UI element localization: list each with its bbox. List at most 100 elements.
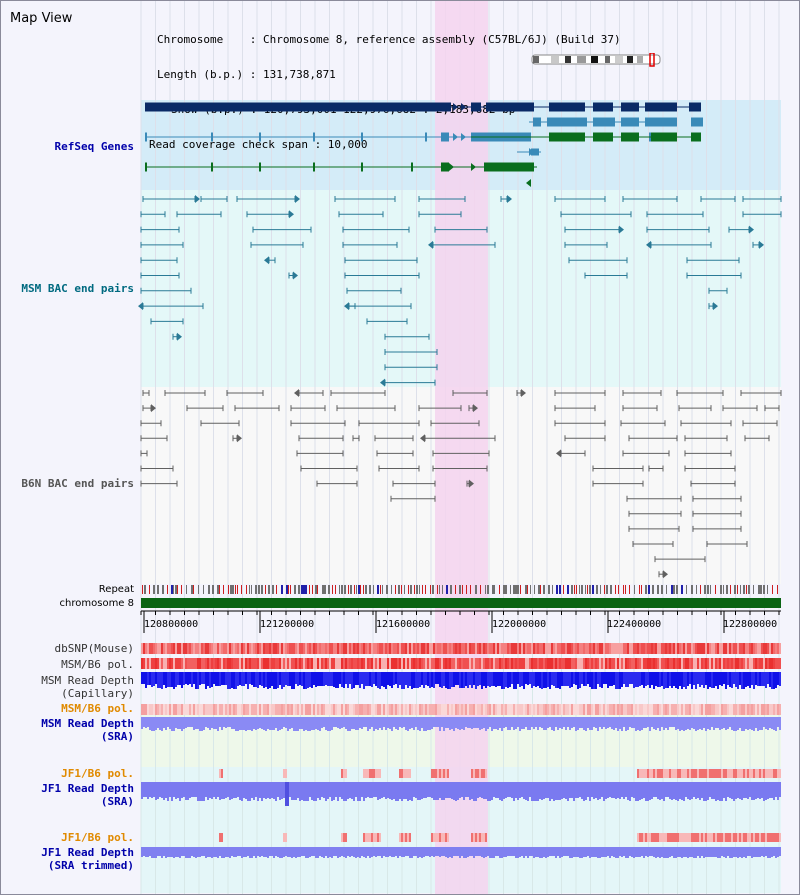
depth-bar bbox=[233, 672, 235, 689]
depth-bar bbox=[181, 847, 183, 856]
heat-cell bbox=[221, 643, 223, 654]
depth-bar bbox=[677, 672, 679, 689]
repeat-element bbox=[666, 585, 667, 594]
depth-bar bbox=[291, 847, 293, 858]
heat-cell bbox=[489, 658, 491, 669]
depth-bar bbox=[297, 672, 299, 686]
heat-cell bbox=[661, 643, 663, 654]
depth-bar bbox=[725, 782, 727, 801]
heat-cell bbox=[739, 658, 741, 669]
depth-bar bbox=[633, 717, 635, 728]
pol-cell bbox=[747, 833, 749, 842]
heat-cell bbox=[401, 658, 403, 669]
pol-cell bbox=[705, 769, 707, 778]
depth-bar bbox=[371, 782, 373, 798]
heat-cell bbox=[717, 658, 719, 669]
depth-bar bbox=[287, 847, 289, 857]
heat-cell bbox=[345, 704, 347, 715]
heat-cell bbox=[651, 643, 653, 654]
depth-bar bbox=[729, 717, 731, 727]
pol-cell bbox=[479, 769, 481, 778]
heat-cell bbox=[363, 658, 365, 669]
depth-bar bbox=[205, 782, 207, 797]
heat-cell bbox=[501, 704, 503, 715]
pol-cell bbox=[691, 769, 693, 778]
heat-cell bbox=[689, 704, 691, 715]
repeat-label: Repeat bbox=[98, 584, 134, 595]
depth-bar bbox=[721, 672, 723, 686]
depth-bar bbox=[699, 847, 701, 858]
heat-cell bbox=[645, 704, 647, 715]
depth-bar bbox=[561, 782, 563, 799]
depth-bar bbox=[307, 847, 309, 858]
depth-bar bbox=[471, 717, 473, 729]
depth-bar bbox=[379, 782, 381, 799]
repeat-element bbox=[645, 585, 647, 594]
depth-bar bbox=[753, 782, 755, 800]
depth-bar bbox=[647, 717, 649, 727]
heat-cell bbox=[465, 643, 467, 654]
depth-bar bbox=[725, 672, 727, 689]
repeat-element bbox=[715, 585, 716, 594]
heat-cell bbox=[215, 658, 217, 669]
depth-bar bbox=[223, 672, 225, 685]
depth-bar bbox=[189, 672, 191, 684]
heat-cell bbox=[377, 658, 379, 669]
repeat-element bbox=[430, 585, 431, 594]
depth-bar bbox=[621, 782, 623, 797]
pol-cell bbox=[699, 769, 701, 778]
depth-bar bbox=[431, 782, 433, 798]
depth-bar bbox=[625, 847, 627, 858]
depth-bar bbox=[279, 782, 281, 800]
heat-cell bbox=[333, 643, 335, 654]
heat-cell bbox=[169, 643, 171, 654]
depth-bar bbox=[315, 672, 317, 687]
chromosome-ideogram[interactable] bbox=[529, 53, 665, 67]
heat-cell bbox=[315, 643, 317, 654]
depth-bar bbox=[249, 782, 251, 801]
depth-bar bbox=[709, 672, 711, 687]
depth-bar bbox=[215, 672, 217, 686]
depth-bar bbox=[701, 782, 703, 798]
heat-cell bbox=[467, 658, 469, 669]
heat-cell bbox=[761, 704, 763, 715]
gene-exon bbox=[593, 117, 615, 127]
heat-cell bbox=[733, 658, 735, 669]
depth-bar bbox=[679, 782, 681, 799]
heat-cell bbox=[621, 658, 623, 669]
pol-cell bbox=[661, 769, 663, 778]
depth-bar bbox=[251, 717, 253, 731]
depth-bar bbox=[433, 717, 435, 727]
depth-bar bbox=[451, 782, 453, 799]
gene-exon bbox=[651, 132, 677, 142]
repeat-element bbox=[422, 585, 423, 594]
repeat-element bbox=[552, 585, 553, 594]
depth-bar bbox=[621, 847, 623, 857]
depth-bar bbox=[775, 847, 777, 858]
heat-cell bbox=[389, 704, 391, 715]
depth-bar bbox=[477, 672, 479, 686]
depth-bar bbox=[571, 717, 573, 728]
depth-bar bbox=[271, 672, 273, 686]
depth-bar bbox=[661, 782, 663, 799]
heat-cell bbox=[363, 643, 365, 654]
heat-cell bbox=[411, 704, 413, 715]
heat-cell bbox=[505, 658, 507, 669]
depth-bar bbox=[253, 847, 255, 856]
depth-bar bbox=[193, 782, 195, 797]
depth-bar bbox=[221, 847, 223, 858]
depth-bar bbox=[431, 672, 433, 687]
depth-bar bbox=[253, 672, 255, 687]
repeat-element bbox=[354, 585, 355, 594]
depth-bar bbox=[637, 672, 639, 687]
depth-bar bbox=[257, 672, 259, 688]
depth-bar bbox=[629, 782, 631, 801]
depth-bar bbox=[405, 847, 407, 856]
heat-cell bbox=[371, 658, 373, 669]
depth-bar bbox=[235, 782, 237, 798]
heat-cell bbox=[677, 643, 679, 654]
heat-cell bbox=[549, 658, 551, 669]
heat-cell bbox=[391, 704, 393, 715]
repeat-element bbox=[587, 585, 588, 594]
